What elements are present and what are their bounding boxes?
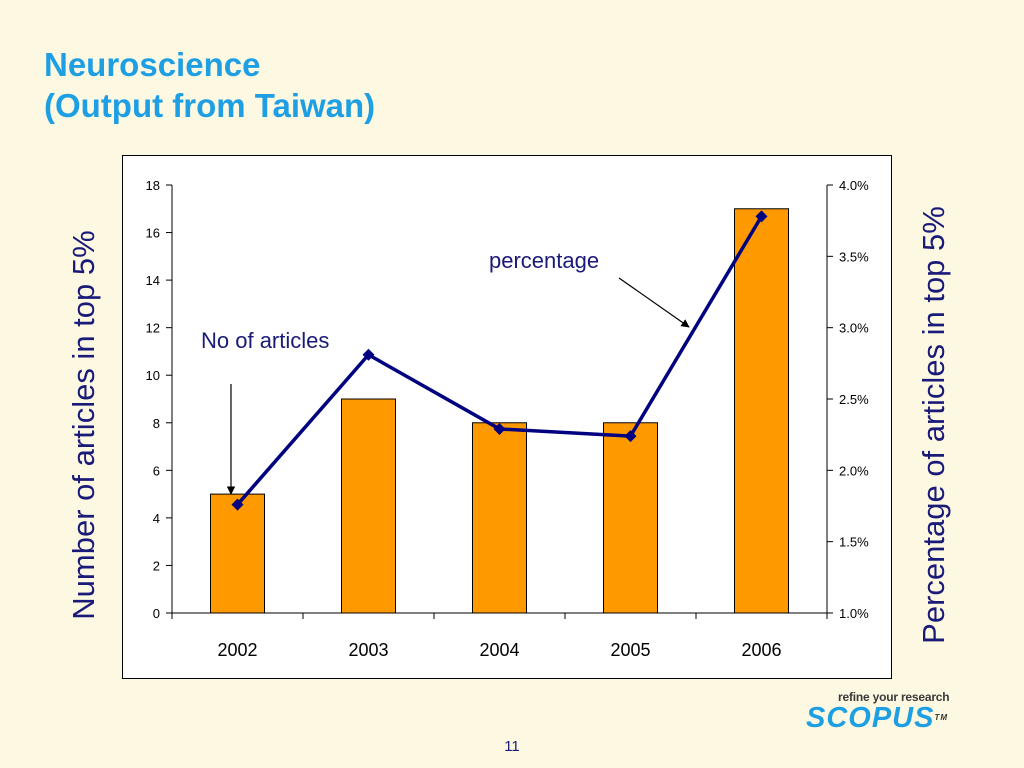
bar-2004 xyxy=(472,422,527,614)
y-left-tick-label: 4 xyxy=(153,511,160,526)
y-right-tick-label: 4.0% xyxy=(839,178,869,193)
y-right-tick-label: 2.5% xyxy=(839,392,869,407)
slide-title: Neuroscience (Output from Taiwan) xyxy=(44,44,375,126)
scopus-logo: refine your research SCOPUSTM xyxy=(806,690,976,734)
percentage-point-2002 xyxy=(231,498,244,511)
y-right-tick-label: 3.0% xyxy=(839,321,869,336)
x-tick-label: 2006 xyxy=(741,640,781,660)
title-line-1: Neuroscience xyxy=(44,46,261,83)
page-number: 11 xyxy=(504,738,520,755)
x-tick-label: 2005 xyxy=(610,640,650,660)
y-axis-left-title: Number of articles in top 5% xyxy=(66,230,101,620)
percentage-point-2005 xyxy=(624,430,637,443)
y-left-tick-label: 14 xyxy=(146,273,160,288)
title-line-2: (Output from Taiwan) xyxy=(44,87,376,124)
x-tick-label: 2003 xyxy=(348,640,388,660)
y-axis-right-title: Percentage of articles in top 5% xyxy=(916,206,951,644)
x-tick-label: 2002 xyxy=(217,640,257,660)
chart-area: 0 2 4 6 8 10 12 14 16 18 1.0% 1.5% 2.0% 2.5% 3.0% 3.5% 4… xyxy=(122,155,892,679)
x-tick-label: 2004 xyxy=(479,640,519,660)
y-right-tick-label: 1.5% xyxy=(839,535,869,550)
y-left-tick-label: 12 xyxy=(146,321,160,336)
y-left-tick-label: 6 xyxy=(153,463,160,478)
percentage-point-2004 xyxy=(493,422,506,435)
brand-name: SCOPUSTM xyxy=(806,702,949,734)
y-left-tick-label: 2 xyxy=(153,558,160,573)
percentage-point-2006 xyxy=(755,210,768,223)
bar-2005 xyxy=(603,422,658,614)
y-right-tick-label: 2.0% xyxy=(839,463,869,478)
bar-2002 xyxy=(210,493,265,614)
y-left-tick-label: 8 xyxy=(153,416,160,431)
y-left-tick-label: 10 xyxy=(146,368,160,383)
y-left-tick-label: 18 xyxy=(146,178,160,193)
y-right-tick-label: 3.5% xyxy=(839,249,869,264)
annotation-arrow-percentage xyxy=(618,277,690,328)
percentage-point-2003 xyxy=(362,348,375,361)
y-right-tick-label: 1.0% xyxy=(839,606,869,621)
brand-tagline: refine your research xyxy=(838,690,950,704)
bar-2003 xyxy=(341,398,396,614)
y-left-tick-label: 16 xyxy=(146,226,160,241)
annotation-percentage: percentage xyxy=(489,248,599,273)
bar-2006 xyxy=(734,208,789,614)
annotation-no-of-articles: No of articles xyxy=(201,328,329,353)
y-left-tick-label: 0 xyxy=(153,606,160,621)
chart-svg: 0 2 4 6 8 10 12 14 16 18 1.0% 1.5% 2.0% 2.5% 3.0% 3.5% 4… xyxy=(146,178,870,660)
